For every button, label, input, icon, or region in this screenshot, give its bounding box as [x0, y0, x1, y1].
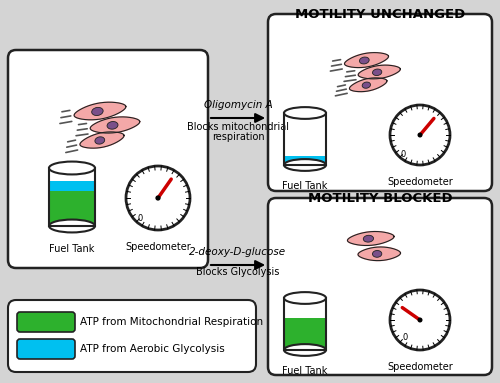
Circle shape	[390, 105, 450, 165]
Polygon shape	[348, 231, 394, 246]
Polygon shape	[358, 247, 401, 260]
Polygon shape	[344, 52, 389, 67]
Bar	[49, 191, 95, 226]
Ellipse shape	[372, 250, 382, 257]
Text: Speedometer: Speedometer	[125, 242, 191, 252]
Text: Fuel Tank: Fuel Tank	[282, 181, 328, 191]
Polygon shape	[80, 132, 124, 148]
FancyBboxPatch shape	[8, 300, 256, 372]
Bar	[284, 298, 326, 350]
FancyBboxPatch shape	[8, 50, 208, 268]
FancyBboxPatch shape	[268, 198, 492, 375]
Ellipse shape	[95, 137, 104, 144]
Text: 0: 0	[401, 150, 406, 159]
Ellipse shape	[49, 219, 95, 232]
Ellipse shape	[49, 162, 95, 174]
Polygon shape	[358, 65, 401, 79]
Circle shape	[418, 133, 422, 137]
Text: Fuel Tank: Fuel Tank	[282, 366, 328, 376]
Text: 0: 0	[402, 334, 407, 342]
Ellipse shape	[372, 69, 382, 75]
Text: Speedometer: Speedometer	[387, 362, 453, 372]
FancyBboxPatch shape	[268, 14, 492, 191]
Ellipse shape	[360, 57, 369, 64]
Text: Speedometer: Speedometer	[387, 177, 453, 187]
FancyBboxPatch shape	[17, 312, 75, 332]
Bar	[284, 113, 326, 165]
Text: ATP from Aerobic Glycolysis: ATP from Aerobic Glycolysis	[80, 344, 225, 354]
Ellipse shape	[362, 82, 370, 88]
Ellipse shape	[284, 344, 326, 356]
Polygon shape	[350, 78, 387, 92]
Bar	[284, 298, 326, 350]
Text: MOTILITY UNCHANGED: MOTILITY UNCHANGED	[295, 8, 465, 21]
Ellipse shape	[284, 159, 326, 171]
Bar	[49, 168, 95, 226]
Text: Fuel Tank: Fuel Tank	[50, 244, 94, 254]
Bar	[284, 155, 326, 165]
Bar	[284, 113, 326, 165]
Text: 0: 0	[138, 214, 143, 223]
Text: respiration: respiration	[212, 132, 264, 142]
Polygon shape	[74, 102, 126, 120]
Circle shape	[156, 196, 160, 200]
Text: Oligomycin A: Oligomycin A	[204, 100, 272, 110]
Ellipse shape	[107, 121, 118, 129]
Text: Blocks Glycolysis: Blocks Glycolysis	[196, 267, 280, 277]
Text: 2-deoxy-D-glucose: 2-deoxy-D-glucose	[190, 247, 286, 257]
Circle shape	[418, 318, 422, 322]
Circle shape	[390, 290, 450, 350]
Ellipse shape	[284, 292, 326, 304]
Text: Blocks mitochondrial: Blocks mitochondrial	[187, 122, 289, 132]
Ellipse shape	[284, 107, 326, 119]
Bar	[49, 168, 95, 226]
Polygon shape	[90, 117, 140, 133]
Bar	[284, 318, 326, 350]
FancyBboxPatch shape	[17, 339, 75, 359]
Text: ATP from Mitochondrial Respiration: ATP from Mitochondrial Respiration	[80, 317, 263, 327]
Ellipse shape	[92, 107, 103, 116]
Circle shape	[126, 166, 190, 230]
Bar	[49, 181, 95, 191]
Ellipse shape	[364, 235, 374, 242]
Text: MOTILITY BLOCKED: MOTILITY BLOCKED	[308, 192, 452, 205]
